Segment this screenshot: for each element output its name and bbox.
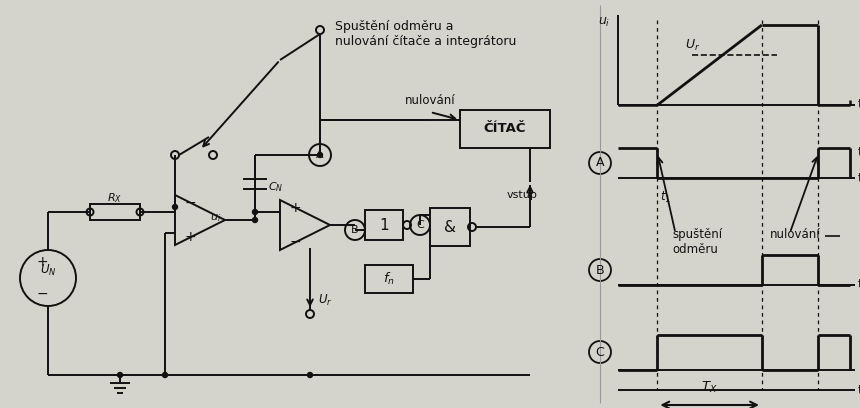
Text: Spuštění odměru a: Spuštění odměru a	[335, 20, 453, 33]
Text: +: +	[36, 255, 48, 269]
Text: $u_i$: $u_i$	[598, 16, 610, 29]
Text: C: C	[416, 220, 424, 230]
Text: −: −	[289, 235, 301, 249]
Text: vstup: vstup	[507, 190, 538, 200]
Text: A: A	[316, 150, 324, 160]
Text: nulování čítače a integrátoru: nulování čítače a integrátoru	[335, 35, 516, 48]
Text: B: B	[596, 264, 605, 277]
Text: C: C	[596, 346, 605, 359]
Circle shape	[308, 373, 312, 377]
Text: +: +	[289, 201, 301, 215]
Circle shape	[118, 373, 122, 377]
Text: $U_N$: $U_N$	[40, 262, 56, 277]
Text: $T_X$: $T_X$	[702, 380, 718, 395]
Text: spuštění
odměru: spuštění odměru	[673, 228, 722, 256]
Text: $u_i$: $u_i$	[210, 212, 221, 224]
Text: $C_N$: $C_N$	[268, 180, 283, 194]
Text: ČÍTAČ: ČÍTAČ	[483, 122, 526, 135]
Text: t: t	[857, 384, 860, 397]
Bar	[460, 110, 550, 148]
Text: −: −	[184, 196, 196, 210]
Text: nulování: nulování	[405, 93, 455, 106]
Bar	[365, 265, 413, 293]
Circle shape	[253, 217, 257, 222]
Text: $f_n$: $f_n$	[383, 271, 395, 287]
Text: nulování: nulování	[770, 228, 820, 241]
Circle shape	[317, 153, 322, 157]
Text: −: −	[36, 287, 48, 301]
Circle shape	[253, 209, 257, 215]
Bar	[365, 210, 403, 240]
Bar	[430, 208, 470, 246]
Text: $U_r$: $U_r$	[318, 293, 333, 308]
Text: 1: 1	[379, 217, 389, 233]
Text: t: t	[857, 279, 860, 291]
Text: t: t	[857, 146, 860, 160]
Text: $R_X$: $R_X$	[108, 191, 123, 205]
Text: &: &	[444, 220, 456, 235]
Text: t: t	[857, 171, 860, 184]
Text: +: +	[184, 230, 196, 244]
Text: $t_1$: $t_1$	[660, 190, 672, 205]
Text: $U_r$: $U_r$	[685, 38, 701, 53]
Bar	[90, 204, 140, 220]
Text: B: B	[351, 225, 359, 235]
Text: t: t	[857, 98, 860, 111]
Circle shape	[163, 373, 168, 377]
Text: A: A	[596, 157, 605, 169]
Circle shape	[173, 204, 177, 209]
